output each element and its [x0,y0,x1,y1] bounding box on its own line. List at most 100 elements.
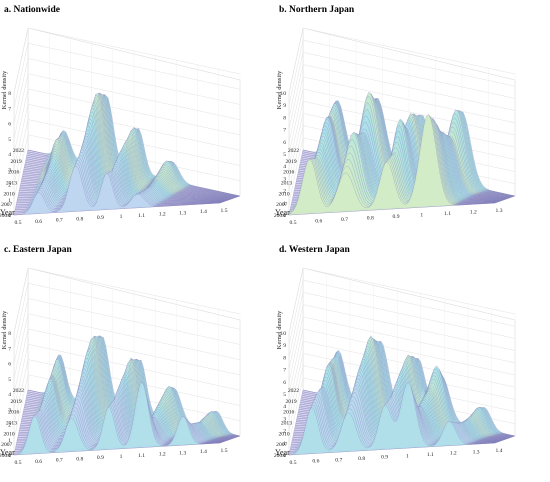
grid-line [288,137,304,203]
y-tick-label: 7 [8,346,11,352]
y-tick-label: 0 [283,213,286,219]
chart-panel-4: 0 1 2 3 4 5 6 7 8 9 10 0.5 0.6 0.7 0.8 0.9 1 1.1 1.2 1.3 1.4… [274,245,516,466]
grid-line [288,101,304,167]
grid-line [13,27,29,94]
density-curve [13,381,221,456]
density-curve [19,121,229,201]
y-axis-label: Kernel density [276,70,283,109]
y-tick-label: 5 [8,377,11,383]
year-tick-label: 2004 [0,213,10,219]
year-tick-label: 2013 [281,421,292,427]
z-axis-label: Year [0,448,15,457]
grid-line [302,292,516,339]
year-tick-label: 2013 [281,181,292,187]
x-tick-label: 0.7 [341,217,348,223]
grid-line [288,353,304,419]
year-tick-label: 2010 [278,191,289,197]
y-tick-label: 7 [8,106,11,112]
grid-line [288,304,304,370]
y-axis-label: Kernel density [1,310,8,349]
year-tick-label: 2004 [0,453,10,459]
year-tick-label: 2022 [13,388,24,394]
y-tick-label: 5 [283,392,286,398]
x-tick-label: 0.9 [97,455,104,461]
grid-line [288,377,304,443]
x-tick-label: 0.6 [35,219,42,225]
y-axis-label: Kernel density [276,310,283,349]
x-tick-label: 1.1 [444,211,451,217]
x-tick-label: 0.9 [381,455,388,461]
grid-line [13,344,29,410]
y-axis-label: Kernel density [1,70,8,109]
x-tick-label: 0.6 [35,459,42,465]
z-axis-label: Year [275,448,290,457]
grid-line [288,40,304,106]
chart-panel-3: 0 1 2 3 4 5 6 7 8 0.5 0.6 0.7 0.8 0.9 1 1.1 1.2 1.3 1.4 1.5… [0,245,241,466]
year-tick-label: 2016 [8,170,19,176]
grid-line [288,267,304,334]
x-tick-label: 1.2 [470,210,477,216]
y-tick-label: 5 [8,137,11,143]
x-tick-label: 1 [120,214,123,220]
grid-line [13,88,29,155]
year-tick-label: 2007 [1,442,12,448]
year-tick-label: 2007 [276,442,287,448]
grid-line [288,88,304,155]
y-tick-label: 3 [283,176,286,182]
chart-panel-1: 0 1 2 3 4 5 6 7 8 0.5 0.6 0.7 0.8 0.9 1 1.1 1.2 1.3 1.4 1.5… [0,5,241,226]
year-tick-label: 2019 [10,399,21,405]
x-tick-label: 0.7 [56,458,63,464]
x-tick-label: 0.6 [315,219,322,225]
grid-line [13,298,29,364]
z-axis-label: Year [275,208,290,217]
y-tick-label: 10 [280,91,286,97]
x-tick-label: 1.3 [179,210,186,216]
grid-line [288,280,304,346]
grid-line [13,283,29,349]
y-tick-label: 2 [8,183,11,189]
y-tick-label: 1 [283,201,286,207]
year-tick-label: 2007 [1,202,12,208]
y-tick-label: 2 [283,189,286,195]
year-tick-label: 2022 [288,388,299,394]
x-tick-label: 0.8 [367,216,374,222]
grid-line [288,365,304,431]
y-tick-label: 4 [283,404,286,410]
grid-line [302,328,516,376]
x-tick-label: 1 [420,213,423,219]
x-tick-label: 1.4 [200,209,207,215]
x-tick-label: 0.8 [76,216,83,222]
x-tick-label: 0.8 [358,456,365,462]
x-tick-label: 1.5 [221,208,228,214]
year-tick-label: 2010 [278,431,289,437]
year-tick-label: 2004 [274,453,285,459]
x-tick-label: 1.5 [221,448,228,454]
density-curve [288,114,496,216]
grid-line [288,341,304,407]
grid-line [13,267,29,334]
grid-line [13,313,29,379]
y-tick-label: 6 [8,362,11,368]
grid-line [13,134,29,200]
grid-line [302,316,516,364]
grid-line [288,27,304,94]
year-tick-label: 2016 [8,410,19,416]
y-tick-label: 10 [280,331,286,337]
chart-panel-2: 0 1 2 3 4 5 6 7 8 9 10 0.5 0.6 0.7 0.8 0.9 1 1.1 1.2 1.3 200… [274,5,516,226]
grid-line [288,125,304,191]
y-tick-label: 6 [283,140,286,146]
y-tick-label: 3 [8,167,11,173]
panel-title: c. Eastern Japan [4,245,73,255]
y-tick-label: 7 [283,368,286,374]
x-tick-label: 0.7 [56,218,63,224]
y-tick-label: 0 [8,213,11,219]
density-surface [13,92,241,216]
grid-line [288,64,304,130]
y-tick-label: 8 [8,91,11,97]
year-tick-label: 2013 [6,421,17,427]
y-tick-label: 0 [8,453,11,459]
y-tick-label: 5 [283,152,286,158]
density-curve [288,381,496,456]
year-tick-label: 2004 [274,213,285,219]
